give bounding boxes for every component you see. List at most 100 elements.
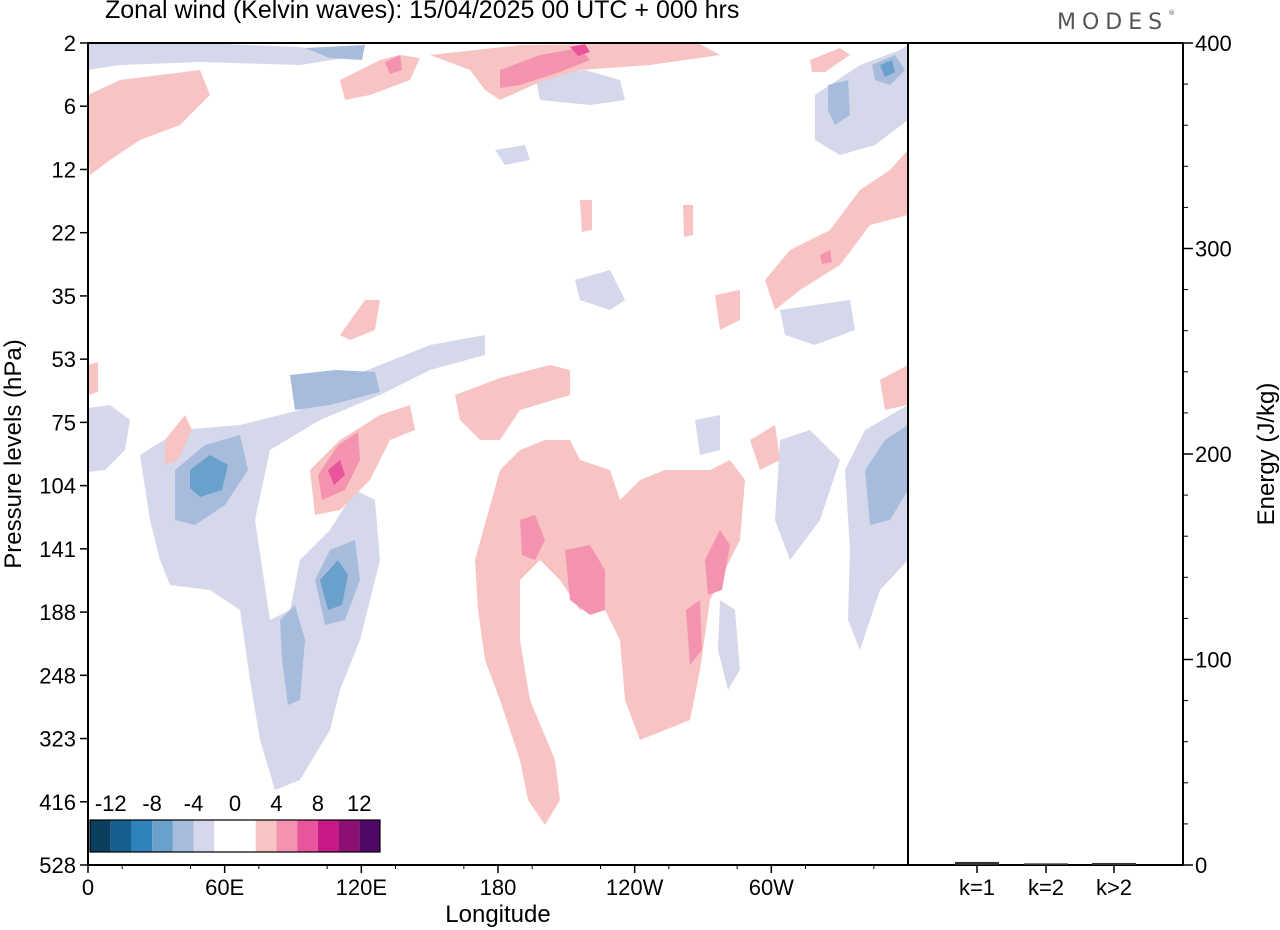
positive-anomaly (765, 150, 908, 310)
positive-anomaly (165, 415, 192, 465)
y-tick-label: 188 (39, 600, 76, 625)
energy-tick-label: 0 (1195, 853, 1207, 878)
negative-anomaly (88, 43, 350, 70)
colorbar-swatch (214, 820, 235, 852)
negative-anomaly (780, 300, 855, 345)
positive-anomaly (715, 290, 740, 330)
positive-anomaly (500, 48, 590, 88)
energy-bars: k=1 k=2 k>2 (955, 861, 1136, 900)
positive-anomaly (328, 460, 345, 485)
energy-bar (955, 861, 999, 865)
colorbar-swatch (172, 820, 194, 852)
positive-anomaly (520, 515, 545, 560)
y-tick-label: 323 (39, 727, 76, 752)
energy-axis: 0 100 200 300 400 (1183, 31, 1232, 878)
positive-anomaly (340, 55, 420, 100)
colorbar-swatch (90, 820, 111, 852)
positive-anomaly (475, 440, 745, 825)
colorbar-swatch (235, 820, 256, 852)
x-tick-label: 60E (205, 875, 244, 900)
colorbar: -12 -8 -4 0 4 8 12 (89, 791, 381, 853)
positive-anomaly (385, 55, 402, 74)
colorbar-swatch (338, 820, 360, 852)
energy-tick-label: 100 (1195, 648, 1232, 673)
energy-bar (1092, 862, 1136, 865)
colorbar-swatch (255, 820, 277, 852)
x-tick-label: 60W (749, 875, 794, 900)
colorbar-swatch (131, 820, 153, 852)
colorbar-label: -8 (142, 791, 162, 816)
bar-category-label: k=1 (959, 875, 995, 900)
colorbar-frame (89, 819, 381, 853)
negative-anomaly (190, 455, 228, 497)
colorbar-swatch (152, 820, 173, 852)
negative-anomaly (88, 405, 130, 472)
negative-anomaly (495, 145, 530, 165)
y-tick-label: 6 (64, 94, 76, 119)
registered-mark: ® (1168, 8, 1176, 17)
x-axis-label: Longitude (445, 901, 550, 928)
y-tick-label: 104 (39, 474, 76, 499)
energy-tick-label: 300 (1195, 237, 1232, 262)
positive-anomaly (455, 365, 570, 440)
bar-category-label: k>2 (1096, 875, 1132, 900)
colorbar-label: -12 (95, 791, 127, 816)
positive-anomaly (340, 300, 380, 340)
y-tick-label: 528 (39, 853, 76, 878)
negative-anomaly (290, 370, 380, 410)
y-tick-label: 22 (52, 221, 76, 246)
y-axis-label: Pressure levels (hPa) (0, 339, 27, 568)
heatmap-field (88, 43, 908, 825)
positive-anomaly (810, 48, 850, 72)
x-tick-label: 180 (480, 875, 517, 900)
y-tick-label: 53 (52, 347, 76, 372)
y-axis: 2 6 12 22 35 53 75 104 141 188 248 323 416 528 (39, 31, 88, 878)
x-axis: 0 60E 120E 180 120W 60W (82, 865, 875, 900)
x-tick-label: 120E (336, 875, 387, 900)
energy-bar (1024, 863, 1068, 865)
negative-anomaly (828, 80, 850, 125)
negative-anomaly (575, 270, 625, 310)
positive-anomaly (565, 545, 605, 615)
negative-anomaly (718, 600, 740, 690)
y-tick-label: 12 (52, 157, 76, 182)
colorbar-label: 4 (270, 791, 282, 816)
colorbar-label: 8 (312, 791, 324, 816)
positive-anomaly (580, 200, 592, 232)
negative-anomaly (535, 70, 625, 105)
y-tick-label: 141 (39, 537, 76, 562)
y-tick-label: 2 (64, 31, 76, 56)
energy-tick-label: 200 (1195, 442, 1232, 467)
negative-anomaly (320, 560, 348, 610)
negative-anomaly (280, 605, 305, 705)
positive-anomaly (705, 530, 730, 595)
brand-text: MODES (1057, 10, 1169, 35)
x-tick-label: 120W (606, 875, 664, 900)
negative-anomaly (775, 430, 840, 560)
colorbar-swatch (317, 820, 339, 852)
colorbar-label: 12 (347, 791, 371, 816)
colorbar-swatch (110, 820, 132, 852)
positive-anomaly (880, 365, 908, 410)
chart-title: Zonal wind (Kelvin waves): 15/04/2025 00… (105, 0, 740, 24)
colorbar-swatch (359, 820, 380, 852)
modes-logo: MODES® (1057, 8, 1176, 35)
positive-anomaly (686, 600, 702, 665)
positive-anomaly (683, 205, 693, 237)
negative-anomaly (305, 45, 365, 60)
energy-axis-label: Energy (J/kg) (1253, 383, 1280, 526)
y-tick-label: 248 (39, 663, 76, 688)
x-tick-label: 0 (82, 875, 94, 900)
y-tick-label: 416 (39, 790, 76, 815)
negative-anomaly (695, 415, 720, 455)
positive-anomaly (88, 362, 98, 395)
negative-anomaly (865, 425, 908, 525)
colorbar-label: -4 (184, 791, 204, 816)
colorbar-swatch (297, 820, 318, 852)
bar-category-label: k=2 (1028, 875, 1064, 900)
y-tick-label: 75 (52, 410, 76, 435)
negative-anomaly (880, 60, 895, 77)
colorbar-swatch (193, 820, 215, 852)
colorbar-label: 0 (229, 791, 241, 816)
